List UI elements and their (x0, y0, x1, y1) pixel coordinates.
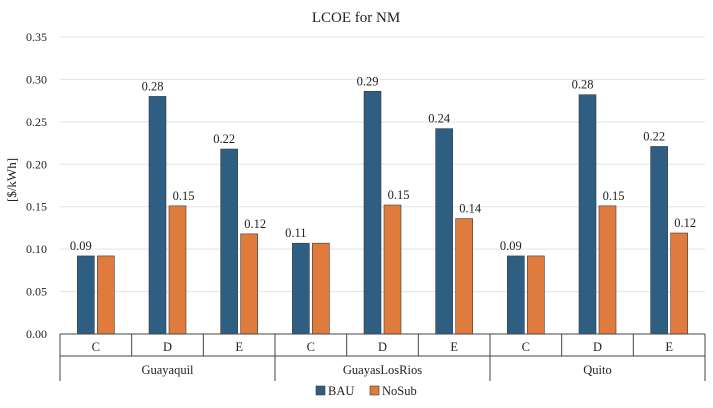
y-tick-label: 0.00 (26, 327, 47, 341)
bar-bau-8 (650, 146, 668, 335)
bar-bau-0 (77, 255, 95, 335)
y-tick-label: 0.15 (26, 200, 47, 214)
bar-nosub-5 (455, 218, 473, 335)
gridlines (60, 36, 705, 293)
y-tick-label: 0.35 (26, 30, 47, 44)
bar-nosub-7 (598, 205, 617, 335)
data-label: 0.15 (603, 189, 625, 203)
bar-bau-1 (148, 96, 167, 335)
data-label: 0.22 (643, 129, 665, 143)
data-label: 0.15 (388, 188, 410, 202)
y-tick-label: 0.20 (26, 157, 47, 171)
x-group-label: Guayaquil (141, 363, 194, 377)
y-tick-label: 0.25 (26, 115, 47, 129)
bar-bau-2 (220, 148, 238, 335)
bars (77, 91, 688, 335)
data-label: 0.11 (285, 226, 306, 240)
data-label: 0.09 (70, 239, 92, 253)
x-tick-label: D (163, 340, 172, 354)
x-tick-label: E (665, 340, 673, 354)
data-labels: 0.09 0.28 0.22 0.11 0.29 0.24 0.09 0.28 0.22 0.15… (70, 74, 696, 253)
legend-label: NoSub (382, 384, 417, 398)
data-label: 0.28 (142, 79, 164, 93)
legend: BAU NoSub (315, 384, 417, 398)
data-label: 0.09 (500, 239, 522, 253)
chart-title: LCOE for NM (312, 10, 400, 26)
data-label: 0.14 (459, 202, 482, 216)
bar-nosub-1 (168, 205, 187, 335)
bar-bau-4 (363, 91, 382, 335)
bar-bau-6 (507, 255, 525, 335)
bar-nosub-3 (312, 242, 330, 335)
y-axis-ticks: 0.00 0.05 0.10 0.15 0.20 0.25 0.30 0.35 (26, 30, 47, 341)
x-group-label: GuayasLosRios (343, 363, 422, 377)
data-label: 0.12 (244, 217, 266, 231)
data-label: 0.12 (674, 216, 696, 230)
x-axis: C D E C D E C D E Guayaquil GuayasLosRios Quito (59, 333, 706, 381)
bar-nosub-4 (383, 204, 402, 335)
y-tick-label: 0.10 (26, 242, 47, 256)
bar-nosub-0 (97, 255, 115, 335)
bar-bau-3 (292, 242, 310, 335)
x-tick-label: C (307, 340, 315, 354)
data-label: 0.29 (357, 74, 379, 88)
legend-swatch-bau (315, 385, 326, 396)
y-tick-label: 0.05 (26, 285, 47, 299)
x-tick-label: E (235, 340, 243, 354)
data-label: 0.15 (173, 189, 195, 203)
bar-bau-5 (435, 128, 453, 335)
bar-bau-7 (578, 94, 597, 335)
data-label: 0.28 (572, 78, 594, 92)
y-axis-label: [$/kWh] (4, 158, 19, 202)
y-tick-label: 0.30 (26, 72, 47, 86)
x-group-label: Quito (583, 363, 611, 377)
bar-nosub-2 (240, 233, 258, 335)
x-tick-label: C (522, 340, 530, 354)
legend-swatch-nosub (369, 385, 380, 396)
x-tick-label: C (92, 340, 100, 354)
bar-nosub-8 (670, 232, 688, 335)
x-tick-label: D (378, 340, 387, 354)
bar-nosub-6 (527, 255, 545, 335)
data-label: 0.22 (213, 132, 235, 146)
x-tick-label: E (450, 340, 458, 354)
data-label: 0.24 (428, 112, 451, 126)
legend-label: BAU (328, 384, 354, 398)
x-tick-label: D (593, 340, 602, 354)
